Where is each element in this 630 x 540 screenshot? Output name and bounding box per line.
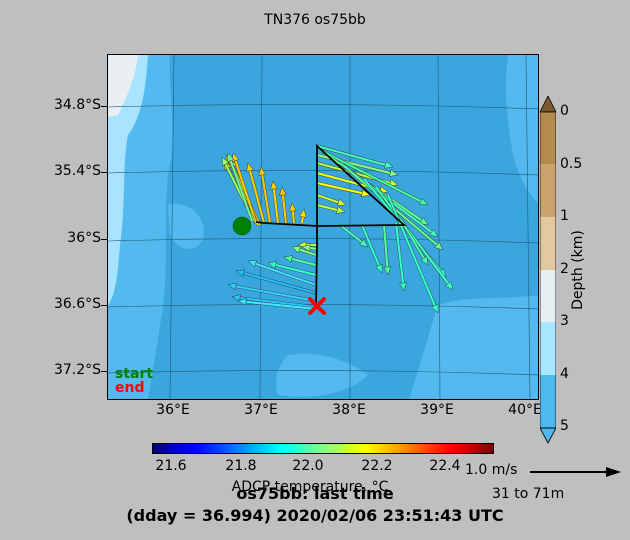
- velocity-arrow: [227, 282, 317, 303]
- depth-colorbar: [539, 95, 557, 444]
- velocity-arrow: [227, 152, 254, 222]
- depth-extend-top: [539, 95, 557, 113]
- velocity-arrow: [316, 144, 394, 169]
- temp-tick-label: 22.4: [429, 458, 461, 474]
- y-tick-label: 35.4°S: [53, 163, 101, 179]
- temp-tick-label: 21.6: [155, 458, 187, 474]
- depth-tick-label: 1: [560, 208, 569, 224]
- velocity-arrow: [246, 162, 266, 224]
- x-tick-label: 38°E: [332, 402, 366, 418]
- depth-band: [540, 375, 556, 428]
- scale-arrow: [530, 467, 621, 477]
- shallow-west: [108, 55, 148, 305]
- start-marker: [232, 216, 252, 236]
- velocity-arrow: [267, 261, 317, 277]
- velocity-vectors: [221, 144, 454, 314]
- depth-range-label: 31 to 71m: [492, 486, 565, 502]
- y-tick-label: 37.2°S: [53, 362, 101, 378]
- shelf-east: [505, 55, 538, 204]
- depth-band: [540, 112, 556, 164]
- velocity-arrow: [288, 202, 297, 224]
- y-tick-label: 36°S: [67, 230, 101, 246]
- depth-band: [540, 322, 556, 375]
- velocity-arrow: [291, 245, 317, 257]
- velocity-arrow: [279, 186, 288, 224]
- velocity-arrow: [339, 223, 369, 248]
- velocity-arrow: [386, 194, 439, 314]
- end-label: end: [115, 380, 145, 396]
- velocity-arrow: [235, 269, 317, 295]
- ship-track: [255, 143, 407, 310]
- velocity-arrow: [394, 222, 407, 292]
- start-label: start: [115, 366, 154, 382]
- velocity-arrow: [382, 224, 392, 276]
- depth-tick-label: 2: [560, 261, 569, 277]
- shelf-south: [276, 353, 368, 397]
- x-tick-label: 40°E: [508, 402, 542, 418]
- depth-tick-label: 0.5: [560, 156, 583, 172]
- depth-tick-label: 4: [560, 366, 569, 382]
- depth-band: [540, 217, 556, 270]
- x-tick-label: 36°E: [156, 402, 190, 418]
- depth-axis-label: Depth (km): [570, 230, 586, 310]
- map-panel: [107, 54, 539, 400]
- graticule: [108, 55, 538, 399]
- temperature-axis-label: ADCP temperature, °C: [231, 479, 389, 495]
- depth-tick-label: 3: [560, 313, 569, 329]
- depth-tick-label: 0: [560, 103, 569, 119]
- velocity-arrow: [298, 208, 307, 224]
- end-marker: [308, 297, 326, 315]
- velocity-arrow: [360, 224, 383, 274]
- footer-line-1: os75bb: last time: [236, 484, 394, 503]
- y-tick: [101, 305, 107, 306]
- map-svg: [108, 55, 538, 399]
- seamount: [168, 204, 204, 250]
- velocity-arrow: [237, 297, 317, 311]
- scale-label: 1.0 m/s: [465, 462, 518, 478]
- footer-line-2: (dday = 36.994) 2020/02/06 23:51:43 UTC: [126, 506, 504, 525]
- plot-title: TN376 os75bb: [264, 12, 366, 28]
- velocity-arrow: [283, 255, 317, 267]
- depth-band: [540, 270, 556, 322]
- velocity-arrow: [321, 149, 429, 206]
- velocity-arrow: [316, 193, 347, 206]
- velocity-arrow: [402, 224, 429, 266]
- velocity-arrow: [231, 152, 258, 224]
- temp-tick-label: 22.2: [361, 458, 393, 474]
- velocity-arrow: [247, 260, 317, 287]
- shelf-southeast: [408, 295, 538, 399]
- x-tick-label: 39°E: [420, 402, 454, 418]
- depth-colorbar-svg: [539, 95, 557, 444]
- depth-extend-bottom: [539, 427, 557, 444]
- coast-west: [108, 55, 138, 117]
- velocity-arrow: [316, 203, 346, 214]
- depth-tick-label: 5: [560, 418, 569, 434]
- temp-tick-label: 21.8: [225, 458, 257, 474]
- velocity-arrow: [270, 180, 280, 224]
- velocity-arrow: [374, 186, 454, 291]
- temp-tick-label: 22.0: [292, 458, 324, 474]
- y-tick-label: 36.6°S: [53, 296, 101, 312]
- y-tick: [101, 371, 107, 372]
- depth-band: [540, 164, 556, 217]
- x-tick-label: 37°E: [244, 402, 278, 418]
- y-tick-label: 34.8°S: [53, 97, 101, 113]
- y-tick: [101, 239, 107, 240]
- velocity-arrow: [316, 181, 371, 197]
- velocity-arrow: [231, 294, 317, 309]
- y-tick: [101, 172, 107, 173]
- temperature-colorbar: [152, 443, 494, 454]
- velocity-arrow: [258, 166, 272, 224]
- y-tick: [101, 106, 107, 107]
